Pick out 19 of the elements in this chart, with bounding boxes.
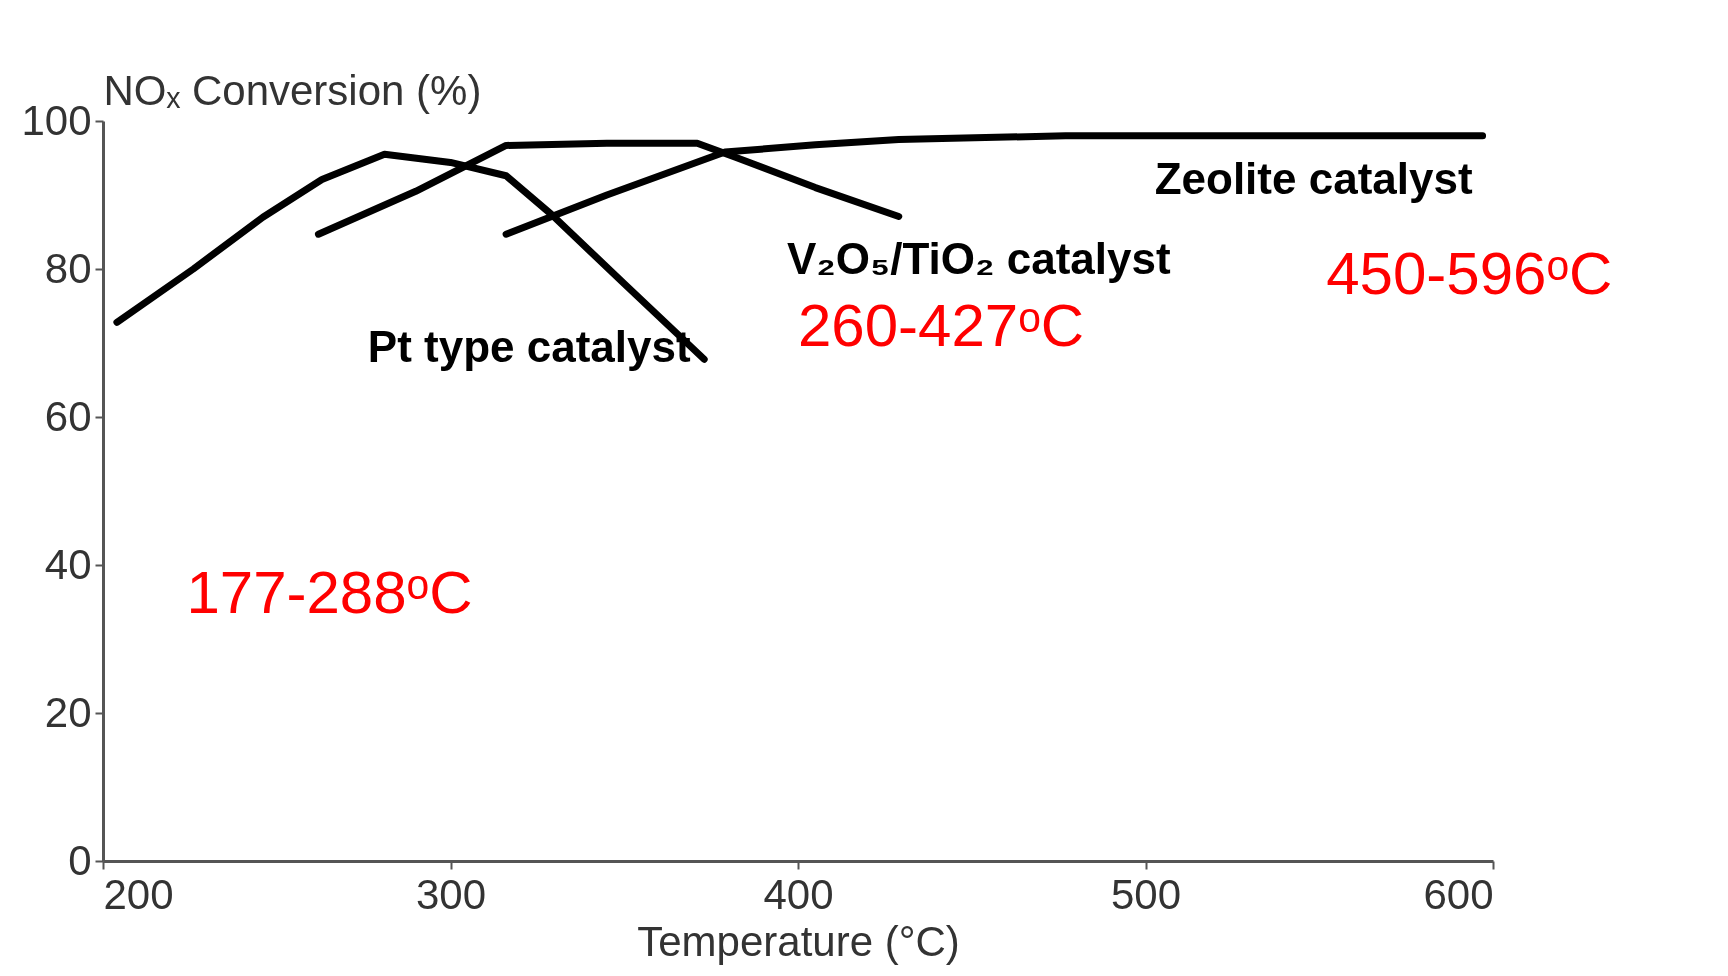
x-tick-label: 400 <box>763 870 834 918</box>
series-label: Zeolite catalyst <box>1154 153 1473 203</box>
x-tick-label: 500 <box>1110 870 1182 918</box>
series-label: Pt type catalyst <box>367 321 691 371</box>
annotation: 260-427ᵒC <box>798 292 1085 360</box>
x-axis-title: Temperature (°C) <box>637 917 960 965</box>
annotation: 177-288ᵒC <box>186 558 473 626</box>
y-axis-title: NOₓ Conversion (%) <box>103 66 482 114</box>
y-tick-label: 20 <box>44 688 92 736</box>
x-tick-label: 200 <box>103 870 174 918</box>
annotation: 450-596ᵒC <box>1326 240 1613 308</box>
x-tick-label: 600 <box>1423 870 1494 918</box>
series-label: V₂O₅/TiO₂ catalyst <box>786 234 1171 284</box>
x-tick-label: 300 <box>415 870 487 918</box>
y-tick-label: 60 <box>44 392 92 440</box>
y-tick-label: 0 <box>68 836 92 884</box>
y-tick-label: 80 <box>44 244 92 292</box>
y-tick-label: 100 <box>21 96 92 144</box>
y-tick-label: 40 <box>44 540 92 588</box>
